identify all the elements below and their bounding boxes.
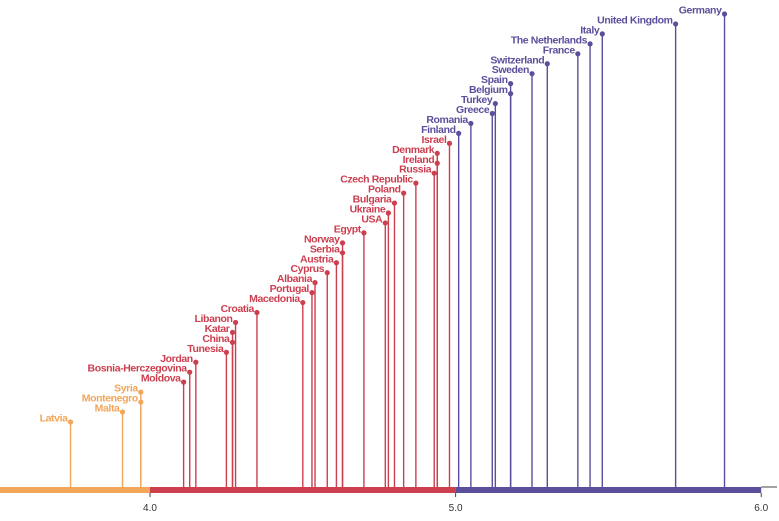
- label-serbia: Serbia: [310, 243, 340, 255]
- dot-greece: [489, 110, 495, 117]
- label-ukraine: Ukraine: [350, 204, 386, 216]
- dot-romania: [468, 120, 474, 127]
- label-syria: Syria: [114, 383, 138, 395]
- dot-denmark: [434, 150, 440, 156]
- dot-sweden: [529, 71, 535, 77]
- label-portugal: Portugal: [270, 283, 310, 295]
- dot-switzerland: [544, 61, 550, 67]
- label-romania: Romania: [426, 114, 468, 126]
- label-sweden: Sweden: [492, 64, 529, 76]
- x-tick-label-1: 5.0: [449, 503, 463, 514]
- dot-russia: [431, 170, 437, 176]
- dot-china: [229, 339, 236, 345]
- dot-libanon: [232, 319, 239, 326]
- dot-israel: [446, 140, 453, 146]
- label-spain: Spain: [481, 74, 508, 86]
- label-latvia: Latvia: [40, 412, 69, 424]
- label-moldova: Moldova: [141, 373, 181, 385]
- dot-jordan: [193, 359, 199, 365]
- dot-bosnia-herczegovina: [187, 369, 193, 375]
- label-united-kingdom: United Kingdom: [597, 14, 673, 26]
- dot-ireland: [434, 160, 440, 166]
- label-russia: Russia: [399, 164, 432, 176]
- dot-czech-republic: [413, 180, 419, 186]
- dot-ukraine: [385, 210, 391, 216]
- label-switzerland: Switzerland: [490, 54, 544, 66]
- dot-montenegro: [138, 399, 144, 405]
- dot-malta: [119, 409, 126, 415]
- dot-finland: [456, 130, 462, 136]
- axis-bands: [0, 487, 762, 493]
- dot-katar: [229, 329, 236, 335]
- dot-egypt: [361, 230, 367, 236]
- dot-usa: [382, 220, 388, 226]
- label-montenegro: Montenegro: [82, 393, 138, 405]
- label-norway: Norway: [304, 233, 340, 245]
- dot-norway: [339, 240, 346, 246]
- dot-portugal: [309, 290, 315, 296]
- dot-the-netherlands: [587, 41, 593, 47]
- label-albania: Albania: [277, 273, 313, 285]
- dot-latvia: [67, 419, 74, 425]
- dot-turkey: [492, 100, 498, 107]
- label-the-netherlands: The Netherlands: [511, 34, 588, 46]
- label-czech-republic: Czech Republic: [340, 174, 413, 186]
- label-bosnia-herczegovina: Bosnia-Herczegovina: [88, 363, 188, 375]
- dot-belgium: [508, 91, 514, 97]
- label-china: China: [202, 333, 230, 345]
- label-germany: Germany: [679, 5, 722, 17]
- dot-spain: [508, 81, 514, 87]
- dot-moldova: [181, 379, 187, 385]
- dot-france: [575, 51, 581, 57]
- label-austria: Austria: [300, 253, 334, 265]
- label-france: France: [543, 44, 576, 56]
- dot-united-kingdom: [673, 21, 679, 27]
- dot-italy: [599, 31, 605, 37]
- axis-band-0: [0, 487, 150, 493]
- lollipop-dots: [67, 11, 728, 425]
- x-axis-ticks: 4.0 5.0 6.0: [143, 493, 769, 514]
- lollipop-stems: [69, 14, 726, 487]
- dot-tunesia: [223, 349, 229, 355]
- label-egypt: Egypt: [334, 223, 362, 235]
- label-israel: Israel: [421, 134, 447, 146]
- label-croatia: Croatia: [221, 303, 255, 315]
- label-turkey: Turkey: [461, 94, 493, 106]
- x-tick-label-0: 4.0: [143, 503, 157, 514]
- dot-syria: [138, 389, 144, 395]
- dot-serbia: [339, 250, 346, 256]
- label-libanon: Libanon: [195, 313, 233, 325]
- label-finland: Finland: [421, 124, 456, 136]
- label-ireland: Ireland: [403, 154, 435, 166]
- dot-macedonia: [300, 299, 306, 306]
- label-usa: USA: [361, 213, 383, 225]
- label-jordan: Jordan: [160, 353, 193, 365]
- axis-band-2: [455, 487, 762, 493]
- label-italy: Italy: [580, 24, 600, 36]
- label-greece: Greece: [456, 104, 490, 116]
- label-macedonia: Macedonia: [249, 293, 300, 305]
- label-malta: Malta: [95, 403, 120, 415]
- label-cyprus: Cyprus: [290, 263, 324, 275]
- dot-austria: [333, 260, 340, 266]
- label-tunesia: Tunesia: [187, 343, 224, 355]
- dot-germany: [721, 11, 728, 17]
- label-poland: Poland: [368, 184, 401, 196]
- dot-poland: [401, 190, 407, 196]
- lollipop-labels: Latvia MaltaMontenegroSyriaMoldovaBosnia-…: [40, 5, 723, 425]
- dot-bulgaria: [391, 200, 398, 206]
- dot-cyprus: [324, 270, 330, 276]
- label-katar: Katar: [205, 323, 230, 335]
- label-denmark: Denmark: [392, 144, 435, 156]
- dot-albania: [312, 280, 318, 286]
- label-bulgaria: Bulgaria: [353, 194, 392, 206]
- x-tick-label-2: 6.0: [754, 503, 768, 514]
- dot-croatia: [254, 309, 260, 316]
- axis-band-1: [150, 487, 456, 493]
- label-belgium: Belgium: [469, 84, 508, 96]
